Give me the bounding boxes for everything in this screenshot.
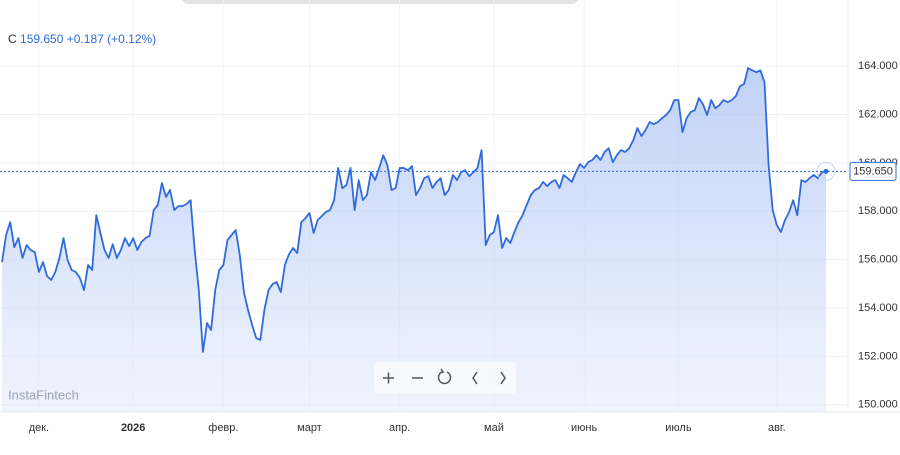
scroll-right-button[interactable] (500, 371, 506, 385)
change: +0.187 (67, 32, 104, 46)
price: 159.650 (20, 32, 64, 46)
x-tick-label: апр. (389, 422, 410, 434)
symbol: C (8, 32, 17, 46)
x-tick-label: 2026 (121, 422, 145, 434)
y-tick-label: 154.000 (858, 302, 898, 314)
x-tick-label: июнь (571, 422, 597, 434)
watermark: InstaFintech (8, 387, 79, 402)
current-price-label: 159.650 (853, 165, 893, 177)
y-tick-label: 162.000 (858, 108, 898, 120)
reset-button[interactable] (437, 368, 452, 385)
price-line (1, 67, 827, 353)
y-tick-label: 164.000 (858, 60, 898, 72)
x-tick-label: июль (665, 422, 692, 434)
y-tick-label: 158.000 (858, 205, 898, 217)
scroll-bar (181, 0, 579, 4)
controls (374, 362, 516, 394)
x-tick-label: май (484, 422, 504, 434)
current-price-box (849, 161, 897, 181)
x-tick-label: февр. (208, 422, 238, 434)
zoom-in-button[interactable] (383, 372, 394, 384)
y-tick-label: 152.000 (858, 350, 898, 362)
change-pct: (+0.12%) (107, 32, 156, 46)
x-tick-label: дек. (29, 422, 49, 434)
scroll-left-button[interactable] (472, 371, 478, 385)
y-tick-label: 150.000 (858, 399, 898, 411)
x-tick-label: авг. (768, 422, 786, 434)
controls-bg (374, 362, 516, 394)
y-tick-label: 156.000 (858, 254, 898, 266)
header: C 159.650 +0.187 (+0.12%) (8, 32, 156, 46)
x-tick-label: март (297, 422, 322, 434)
